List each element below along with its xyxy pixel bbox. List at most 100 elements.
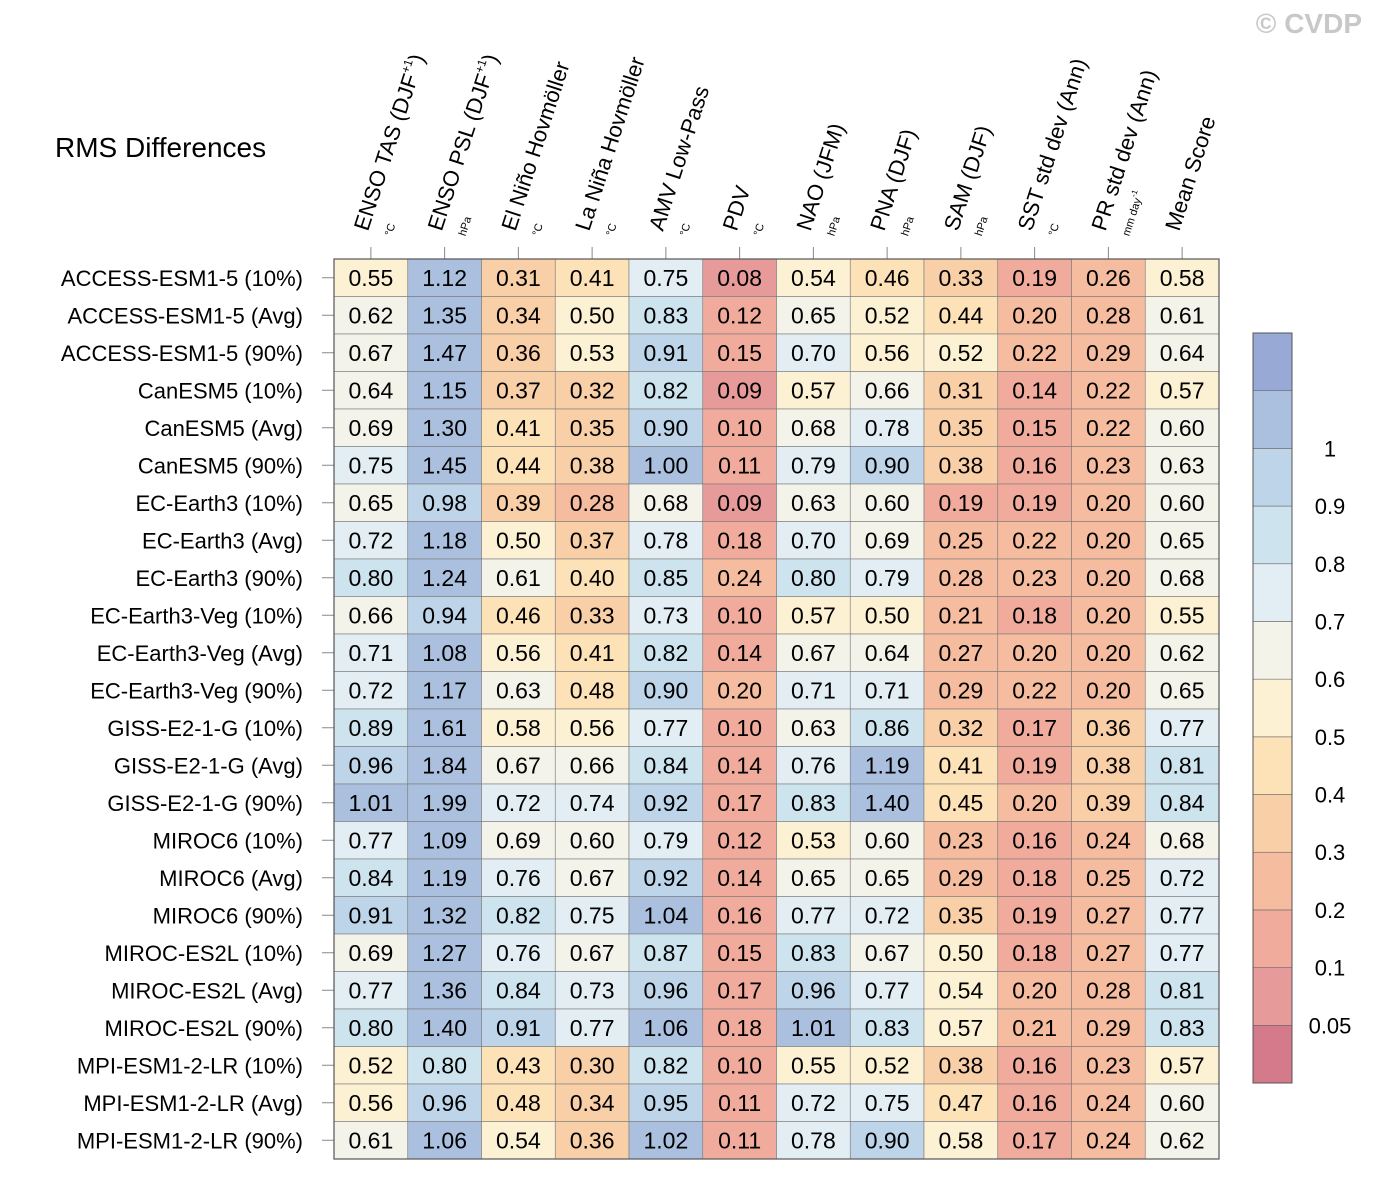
heatmap-cell [702, 858, 777, 897]
colorbar: 0.05 0.1 0.2 0.3 0.4 0.5 0.6 0.7 0.8 0.9 1 [1252, 332, 1351, 1084]
cell-value: 0.83 [643, 302, 688, 328]
row-label: MIROC6 (Avg) [159, 866, 303, 891]
svg-text:hPa: hPa [457, 214, 475, 237]
cell-value: 0.94 [422, 602, 467, 628]
heatmap-cell [776, 1121, 851, 1160]
cell-value: 0.56 [570, 715, 615, 741]
heatmap-cell [776, 483, 851, 522]
cell-value: 0.52 [865, 1052, 910, 1078]
cell-value: 0.78 [865, 415, 910, 441]
heatmap-cell [1144, 333, 1220, 372]
colorbar-swatch [1252, 909, 1293, 968]
heatmap-cell [1071, 371, 1146, 410]
cell-value: 0.29 [1086, 340, 1131, 366]
cell-value: 0.12 [717, 302, 762, 328]
cell-value: 0.65 [1160, 527, 1205, 553]
cell-value: 0.24 [1086, 1127, 1131, 1153]
cell-value: 0.20 [1012, 977, 1057, 1003]
cell-value: 1.02 [643, 1127, 688, 1153]
heatmap-cell [407, 783, 482, 822]
heatmap-cell [776, 521, 851, 560]
heatmap-cell [997, 671, 1072, 710]
cell-value: 1.99 [422, 790, 467, 816]
cell-value: 0.36 [570, 1127, 615, 1153]
cell-value: 0.84 [1160, 790, 1205, 816]
heatmap-cell [1071, 558, 1146, 597]
cell-value: 0.66 [865, 377, 910, 403]
cell-value: 0.65 [791, 865, 836, 891]
heatmap-cell [407, 1046, 482, 1085]
cell-value: 0.57 [791, 377, 836, 403]
cell-value: 0.65 [865, 865, 910, 891]
cell-value: 0.68 [791, 415, 836, 441]
heatmap-cell [923, 896, 999, 935]
cell-value: 0.83 [1160, 1015, 1205, 1041]
heatmap-cell [776, 296, 851, 335]
heatmap-cell [702, 746, 777, 785]
heatmap-cell [997, 258, 1072, 297]
heatmap-cell [923, 296, 999, 335]
cell-value: 1.12 [422, 265, 467, 291]
cell-value: 1.19 [865, 752, 910, 778]
svg-text:PR std dev (Ann): PR std dev (Ann) [1086, 67, 1162, 234]
cell-value: 0.10 [717, 715, 762, 741]
cell-value: 0.15 [717, 940, 762, 966]
heatmap-cell [1071, 296, 1146, 335]
svg-text:°C: °C [383, 222, 398, 238]
cell-value: 0.14 [717, 752, 762, 778]
cell-value: 0.74 [570, 790, 615, 816]
heatmap-cell [628, 971, 704, 1010]
cell-value: 0.20 [1086, 640, 1131, 666]
cell-value: 0.63 [1160, 452, 1205, 478]
cell-value: 0.21 [1012, 1015, 1057, 1041]
cell-value: 0.35 [570, 415, 615, 441]
cell-value: 1.19 [422, 865, 467, 891]
cell-value: 0.96 [422, 1090, 467, 1116]
svg-text:El Niño Hovmöller: El Niño Hovmöller [496, 58, 574, 233]
heatmap-cell [1071, 521, 1146, 560]
cell-value: 0.14 [717, 640, 762, 666]
cell-value: 0.25 [1086, 865, 1131, 891]
cell-value: 0.20 [1086, 565, 1131, 591]
cell-value: 0.10 [717, 415, 762, 441]
cell-value: 0.28 [1086, 977, 1131, 1003]
heatmap-cell [628, 558, 704, 597]
cell-value: 0.58 [938, 1127, 983, 1153]
cell-value: 0.11 [718, 1127, 761, 1153]
heatmap-cell [1071, 446, 1146, 485]
svg-text:PNA (DJF): PNA (DJF) [865, 126, 921, 234]
colorbar-label: 0.2 [1315, 898, 1346, 923]
cell-value: 0.23 [1086, 1052, 1131, 1078]
cell-value: 0.65 [348, 490, 393, 516]
cell-value: 1.30 [422, 415, 467, 441]
cell-value: 0.58 [496, 715, 541, 741]
heatmap-cell [702, 483, 777, 522]
cell-value: 0.87 [643, 940, 688, 966]
cell-value: 0.23 [938, 827, 983, 853]
heatmap-cell [1071, 708, 1146, 747]
cell-value: 1.01 [348, 790, 393, 816]
watermark: © CVDP [1256, 8, 1362, 39]
cell-value: 0.36 [496, 340, 541, 366]
colorbar-label: 1 [1324, 436, 1336, 461]
cell-value: 0.15 [717, 340, 762, 366]
cell-value: 0.20 [1012, 302, 1057, 328]
column-label-sup: +1 [398, 57, 416, 75]
heatmap-cell [702, 258, 777, 297]
cell-value: 0.67 [865, 940, 910, 966]
cell-value: 0.29 [938, 677, 983, 703]
column-label-text: PDV [718, 182, 756, 233]
cell-value: 0.64 [348, 377, 393, 403]
column-label-text: NAO (JFM) [791, 120, 849, 233]
cell-value: 0.43 [496, 1052, 541, 1078]
heatmap-cell [849, 371, 925, 410]
heatmap-cell [923, 258, 999, 297]
cell-value: 0.08 [717, 265, 762, 291]
colorbar-swatch [1252, 736, 1293, 795]
cell-value: 0.29 [938, 865, 983, 891]
cell-value: 0.50 [938, 940, 983, 966]
heatmap-cell [997, 821, 1072, 860]
cell-value: 0.20 [1086, 490, 1131, 516]
cell-value: 0.20 [1086, 602, 1131, 628]
colorbar-label: 0.1 [1315, 956, 1346, 981]
